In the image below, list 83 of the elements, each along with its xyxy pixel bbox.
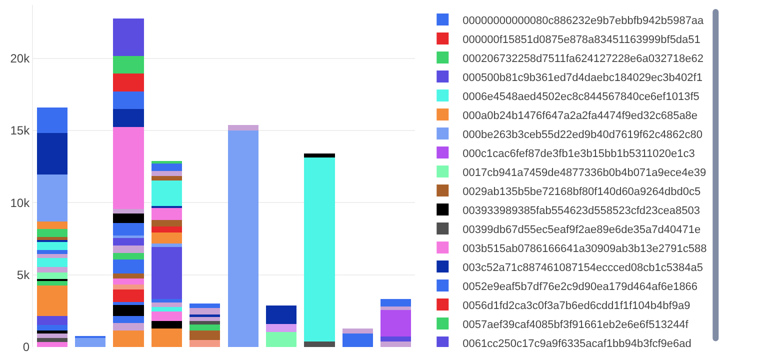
legend-label: 0017cb941a7459de4877336b0b4b071a9ece4e39 [462,166,706,179]
bar [113,302,144,306]
bar [190,304,220,308]
bar [113,18,144,56]
bar [151,163,182,172]
bar [190,308,220,315]
bar [113,74,144,92]
bar [113,323,144,330]
bar [36,228,68,237]
bar [113,284,144,290]
bar [36,174,68,222]
y-tick-label: 10k [10,196,31,210]
legend-label: 003b515ab0786166641a30909ab3b13e2791c588 [462,242,707,255]
bar [36,242,68,250]
bar [113,305,144,316]
legend-label: 0056d1fd2ca3c0f3a7b6ed6cdd1f1f104b4bf9a9 [462,300,690,312]
legend-label: 003c52a71c887461087154eccced08cb1c5384a5 [462,262,704,274]
bar [151,220,182,226]
bar [380,310,412,337]
legend-label: 00000000000080c886232e9b7ebbfb942b5987aa [462,14,705,27]
bar [190,330,220,340]
bar [266,324,297,332]
legend-label: 000206732258d7511fa624127228e6a032718e62 [462,52,704,65]
bar [304,158,335,342]
bar [151,171,182,176]
bar [228,124,258,130]
legend-label: 000a0b24b1476f647a2a2fa4474f9ed32c685a8e [462,110,698,122]
bar [151,320,182,329]
bar [36,254,68,258]
bar [113,330,144,347]
bar [151,244,182,247]
bar [113,109,144,128]
bar [190,324,220,330]
legend-label: 0057aef39caf4085bf3f91661eb2e6e6f513244f [462,318,690,331]
bar [113,237,144,246]
bar [113,253,144,260]
bar [113,127,144,210]
legend-label: 0029ab135b5be72168bf80f140d60a9264dbd0c5 [462,186,701,198]
bar [36,107,68,133]
bar [36,324,68,331]
bar [228,130,258,347]
legend-label: 003933989385fab554623d558523cfd23cea8503 [462,204,700,217]
bar [342,328,373,334]
bar [36,222,68,229]
bar [266,332,297,347]
legend-label: 000000f15851d0875e878a83451163999bf5da51 [462,34,700,46]
bar [151,246,182,299]
legend-label: 000be263b3ceb55d22ed9b40d7619f62c4862c80 [462,128,702,141]
legend-label: 000c1cac6fef87de3fb1e3b15bb1b5311020e1c3 [462,148,695,160]
bar [113,278,144,285]
bar [151,232,182,244]
y-tick-label: 15k [10,124,31,138]
bar [36,286,68,316]
bar [190,320,220,325]
bar [151,311,182,321]
y-tick-label: 20k [10,52,31,66]
bar [151,298,182,303]
bar [113,209,144,214]
bar [36,330,68,334]
bar [151,302,182,308]
bar [151,328,182,347]
y-tick-label: 0 [22,340,30,354]
legend-label: 0052e9eaf5b7df76e2c9d90ea179d464af6e1866 [462,280,698,293]
bar [151,207,182,220]
bar [113,259,144,274]
bar [113,245,144,254]
bar [266,306,297,324]
bar [36,236,68,240]
legend-label: 0061cc250c17c9a9f6335acaf1bb94b3fcf9e6ad [462,338,692,350]
bar [36,250,68,254]
bar [113,56,144,74]
bar [36,266,68,273]
legend-label: 00399db67d55ec5eaf9f2ae89e6de35a7d40471e [462,224,701,236]
bar [113,91,144,110]
y-tick-label: 5k [16,268,31,282]
bar [151,226,182,233]
bar [113,274,144,278]
bar [36,258,68,267]
bar [380,306,412,310]
legend-label: 000500b81c9b361ed7d4daebc184029ec3b402f1 [462,72,702,84]
bar [113,289,144,302]
bar [151,307,182,312]
legend-label: 0006e4548aed4502ec8c844567840ce6ef1013f5 [462,90,700,103]
